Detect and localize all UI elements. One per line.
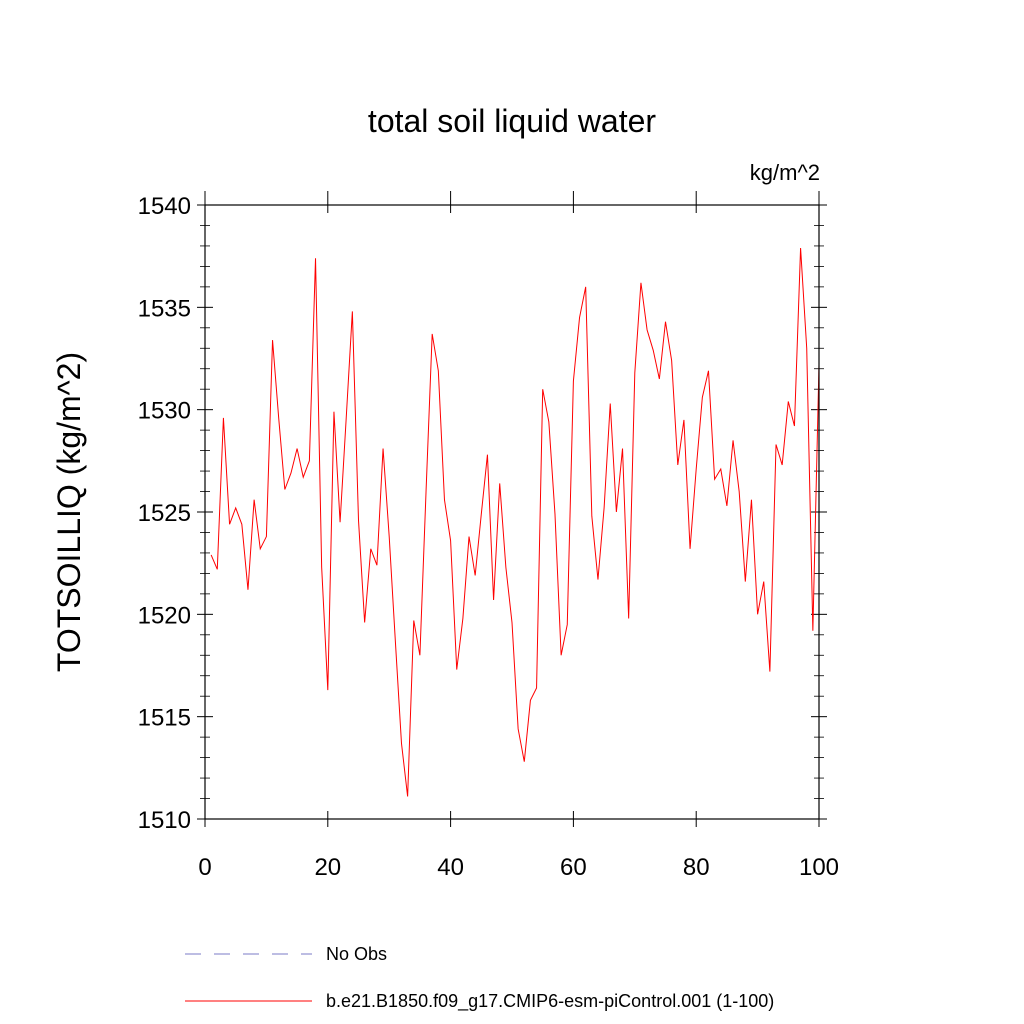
x-tick-label: 20	[314, 854, 341, 881]
y-tick-label: 1515	[138, 705, 191, 732]
x-tick-label: 80	[683, 854, 710, 881]
y-tick-label: 1510	[138, 807, 191, 834]
x-tick-label: 100	[799, 854, 839, 881]
legend: No Obs b.e21.B1850.f09_g17.CMIP6-esm-piC…	[185, 944, 774, 1012]
chart-title: total soil liquid water	[368, 103, 656, 139]
plot-frame	[204, 204, 820, 820]
legend-label-no-obs: No Obs	[326, 944, 387, 964]
y-axis-label: TOTSOILLIQ (kg/m^2)	[51, 352, 87, 672]
y-tick-label: 1520	[138, 602, 191, 629]
y-tick-label: 1525	[138, 500, 191, 527]
y-tick-label: 1530	[138, 398, 191, 425]
tick-labels-layer: 1510 1515 1520 1525 1530 1535 1540 0 20 40 60 80 100	[138, 193, 839, 881]
legend-label-model-run: b.e21.B1850.f09_g17.CMIP6-esm-piControl.…	[326, 991, 774, 1012]
y-tick-label: 1535	[138, 295, 191, 322]
units-label: kg/m^2	[750, 160, 820, 185]
ticks-layer	[197, 191, 827, 827]
x-tick-label: 60	[560, 854, 587, 881]
series-line	[210, 247, 820, 797]
x-tick-label: 40	[437, 854, 464, 881]
x-tick-label: 0	[198, 854, 211, 881]
y-tick-label: 1540	[138, 193, 191, 220]
series-layer	[210, 247, 820, 797]
